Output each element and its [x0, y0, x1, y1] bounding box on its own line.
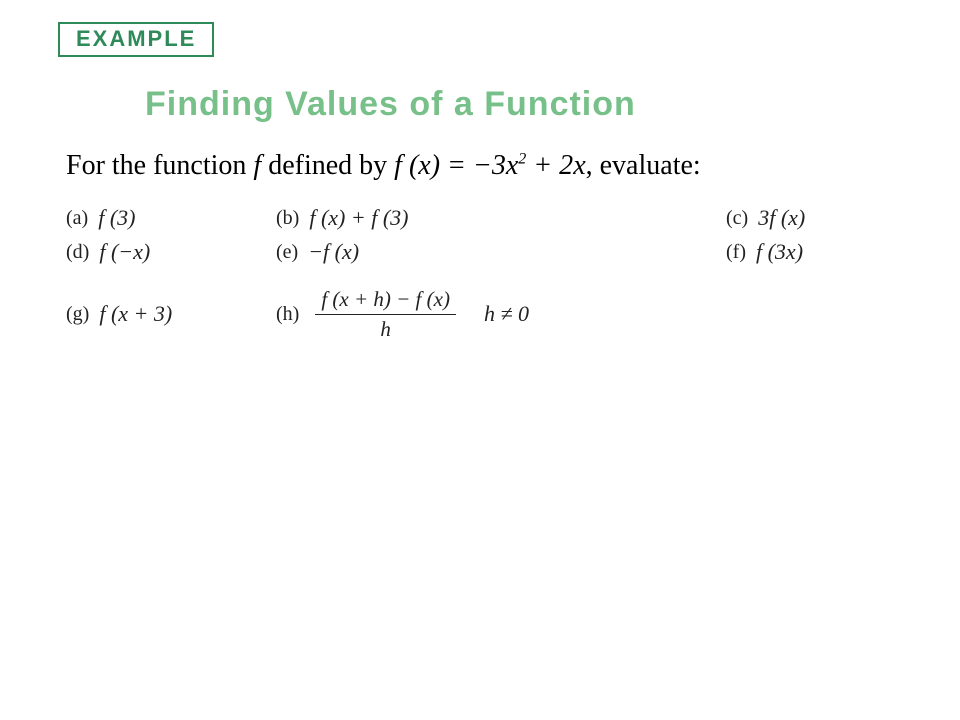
item-e: (e) −f (x): [276, 239, 726, 265]
item-h-numerator: f (x + h) − f (x): [315, 287, 456, 315]
item-g-label: (g): [66, 303, 89, 326]
item-d-expr: f (−x): [99, 239, 150, 265]
item-c: (c) 3f (x): [726, 205, 896, 231]
item-a: (a) f (3): [66, 205, 276, 231]
row-1: (a) f (3) (b) f (x) + f (3) (c) 3f (x): [66, 205, 896, 231]
prompt-pre: For the function: [66, 150, 253, 181]
item-b-label: (b): [276, 207, 299, 230]
item-f: (f) f (3x): [726, 239, 896, 265]
row-2: (d) f (−x) (e) −f (x) (f) f (3x): [66, 239, 896, 265]
item-h-fraction: f (x + h) − f (x) h: [315, 287, 456, 342]
example-badge-text: EXAMPLE: [76, 26, 196, 51]
prompt-post: , evaluate:: [586, 150, 701, 181]
item-h-label: (h): [276, 303, 299, 326]
row-3: (g) f (x + 3) (h) f (x + h) − f (x) h h …: [66, 279, 896, 349]
item-h: (h) f (x + h) − f (x) h h ≠ 0: [276, 287, 726, 342]
page: EXAMPLE Finding Values of a Function For…: [0, 0, 960, 720]
example-badge: EXAMPLE: [58, 22, 214, 57]
item-g-expr: f (x + 3): [99, 301, 172, 327]
item-e-expr: −f (x): [308, 239, 359, 265]
item-d: (d) f (−x): [66, 239, 276, 265]
section-title: Finding Values of a Function: [145, 85, 636, 124]
item-a-expr: f (3): [98, 205, 135, 231]
item-g: (g) f (x + 3): [66, 301, 276, 327]
item-d-label: (d): [66, 241, 89, 264]
prompt-line: For the function f defined by f (x) = −3…: [66, 150, 701, 182]
item-f-expr: f (3x): [756, 239, 803, 265]
prompt-def: f (x) = −3x2 + 2x: [394, 150, 585, 181]
item-f-label: (f): [726, 241, 746, 264]
item-c-expr: 3f (x): [758, 205, 805, 231]
item-e-label: (e): [276, 241, 298, 264]
item-h-condition: h ≠ 0: [484, 301, 529, 327]
item-c-label: (c): [726, 207, 748, 230]
item-b: (b) f (x) + f (3): [276, 205, 726, 231]
item-b-expr: f (x) + f (3): [309, 205, 408, 231]
item-h-denominator: h: [315, 315, 456, 342]
items-grid: (a) f (3) (b) f (x) + f (3) (c) 3f (x) (…: [66, 205, 896, 357]
prompt-mid: defined by: [261, 150, 394, 181]
item-a-label: (a): [66, 207, 88, 230]
